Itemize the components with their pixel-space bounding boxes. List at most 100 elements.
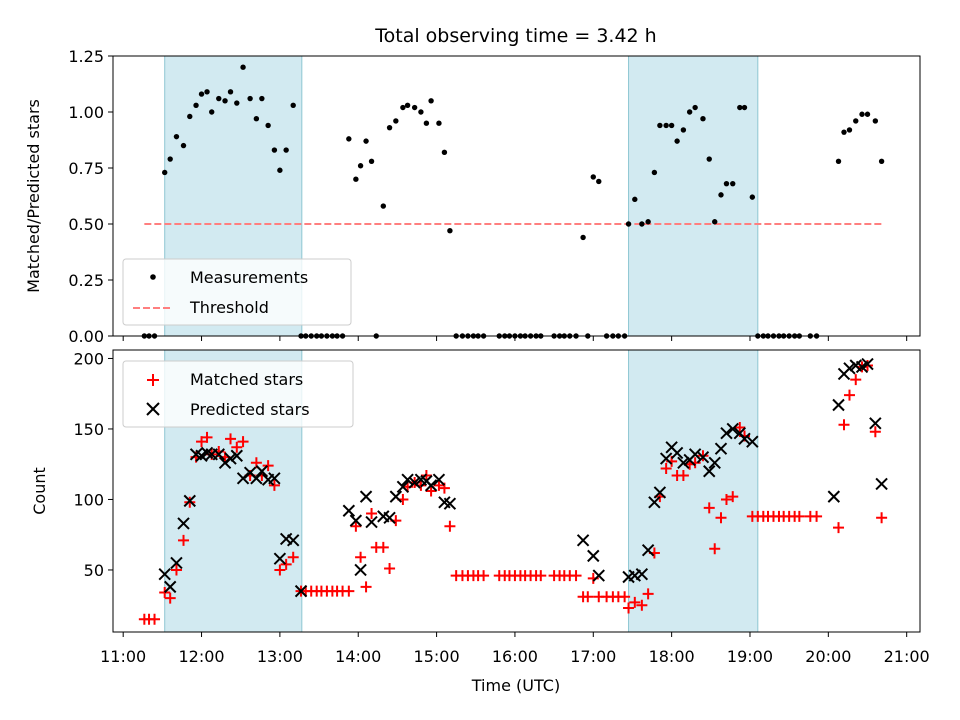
measurement-point xyxy=(290,102,296,108)
predicted-star-marker xyxy=(224,452,237,465)
matched-star-marker xyxy=(268,479,280,491)
bottom-legend: Matched stars Predicted stars xyxy=(122,360,354,428)
matched-star-marker xyxy=(629,596,641,608)
measurement-point xyxy=(363,138,369,144)
matched-star-marker xyxy=(360,581,372,593)
measurement-point xyxy=(580,234,586,241)
measurement-point xyxy=(846,127,853,133)
measurement-point xyxy=(737,104,743,111)
measurement-point xyxy=(428,98,434,104)
measurement-point xyxy=(447,228,453,234)
predicted-star-marker xyxy=(875,477,888,491)
measurement-point xyxy=(216,95,222,102)
predicted-star-marker xyxy=(396,480,410,493)
matched-star-marker xyxy=(876,512,888,524)
y-tick-label: 0.25 xyxy=(68,271,104,290)
predicted-star-marker xyxy=(720,426,733,440)
predicted-star-marker xyxy=(389,490,403,503)
measurement-point xyxy=(749,194,756,200)
measurement-point xyxy=(277,167,283,173)
shaded-interval xyxy=(628,349,759,633)
measurement-point xyxy=(436,120,442,126)
top-legend-box xyxy=(122,258,352,326)
y-tick-label: 150 xyxy=(73,420,104,439)
measurement-point xyxy=(741,104,748,111)
predicted-star-marker xyxy=(424,479,438,492)
matched-star-marker xyxy=(343,585,355,597)
measurement-point xyxy=(730,180,736,187)
predicted-star-marker xyxy=(843,362,856,375)
predicted-star-marker xyxy=(230,449,243,462)
measurement-point xyxy=(253,116,260,122)
predicted-star-marker xyxy=(738,432,751,446)
matched-star-marker xyxy=(377,541,389,553)
predicted-star-marker xyxy=(158,567,171,581)
matched-star-marker xyxy=(366,508,378,520)
predicted-star-marker xyxy=(703,465,716,478)
bottom-legend-box xyxy=(122,360,354,428)
predicted-star-marker xyxy=(163,580,177,594)
measurement-point xyxy=(227,89,234,95)
measurement-point xyxy=(173,133,180,140)
predicted-star-marker xyxy=(408,476,421,489)
matched-star-marker xyxy=(444,520,456,532)
measurement-point xyxy=(859,111,865,117)
predicted-star-marker xyxy=(365,515,378,529)
matched-star-marker xyxy=(703,502,715,514)
bottom-y-axis: 50 100 150 200 xyxy=(73,349,113,580)
predicted-star-marker xyxy=(592,569,605,582)
matched-star-marker xyxy=(231,441,243,453)
measurement-point xyxy=(841,129,847,135)
measurement-point xyxy=(271,147,278,153)
measurement-point xyxy=(265,122,271,129)
measurement-point xyxy=(353,176,359,182)
predicted-star-marker xyxy=(250,472,263,485)
predicted-star-marker xyxy=(273,552,287,565)
x-tick-label: 16:00 xyxy=(492,647,538,666)
y-tick-label: 100 xyxy=(73,490,104,509)
x-tick-label: 13:00 xyxy=(257,647,303,666)
measurement-point xyxy=(400,104,406,111)
measurement-point xyxy=(247,95,253,102)
measurement-point xyxy=(198,91,205,97)
y-tick-label: 0.00 xyxy=(68,327,104,346)
matched-star-marker xyxy=(677,469,689,481)
predicted-star-marker xyxy=(587,549,600,563)
predicted-star-marker xyxy=(170,556,183,570)
bottom-plot-frame xyxy=(112,349,921,633)
measurement-point xyxy=(411,104,418,111)
predicted-star-marker xyxy=(212,448,225,461)
measurement-point xyxy=(283,147,289,153)
matched-star-marker xyxy=(570,570,582,582)
matched-star-marker xyxy=(535,570,547,582)
predicted-star-marker xyxy=(688,448,702,461)
y-tick-label: 0.50 xyxy=(68,215,104,234)
matched-star-marker xyxy=(478,570,490,582)
predicted-star-marker xyxy=(746,435,759,448)
matched-star-marker xyxy=(793,510,805,522)
predicted-star-marker xyxy=(359,490,373,503)
measurement-point xyxy=(418,109,424,115)
matched-star-marker xyxy=(201,431,213,443)
matched-star-marker xyxy=(384,563,396,575)
matched-star-marker xyxy=(262,460,274,472)
matched-star-marker xyxy=(811,510,823,522)
x-tick-label: 17:00 xyxy=(570,647,616,666)
predicted-star-marker xyxy=(443,497,457,510)
matched-star-marker xyxy=(350,520,362,532)
matched-star-marker xyxy=(237,436,249,448)
shaded-interval xyxy=(628,55,759,337)
top-plot-frame xyxy=(112,55,921,337)
predicted-star-marker xyxy=(726,422,739,436)
matched-star-marker xyxy=(833,522,845,534)
x-tick-label: 12:00 xyxy=(178,647,224,666)
predicted-star-marker xyxy=(827,490,841,503)
top-legend: Measurements Threshold xyxy=(122,258,352,326)
x-tick-label: 20:00 xyxy=(805,647,851,666)
legend-label-threshold: Threshold xyxy=(189,298,269,317)
x-tick-label: 18:00 xyxy=(649,647,695,666)
matched-star-marker xyxy=(660,462,672,474)
matched-star-marker xyxy=(225,433,237,445)
measurement-point xyxy=(718,192,724,198)
